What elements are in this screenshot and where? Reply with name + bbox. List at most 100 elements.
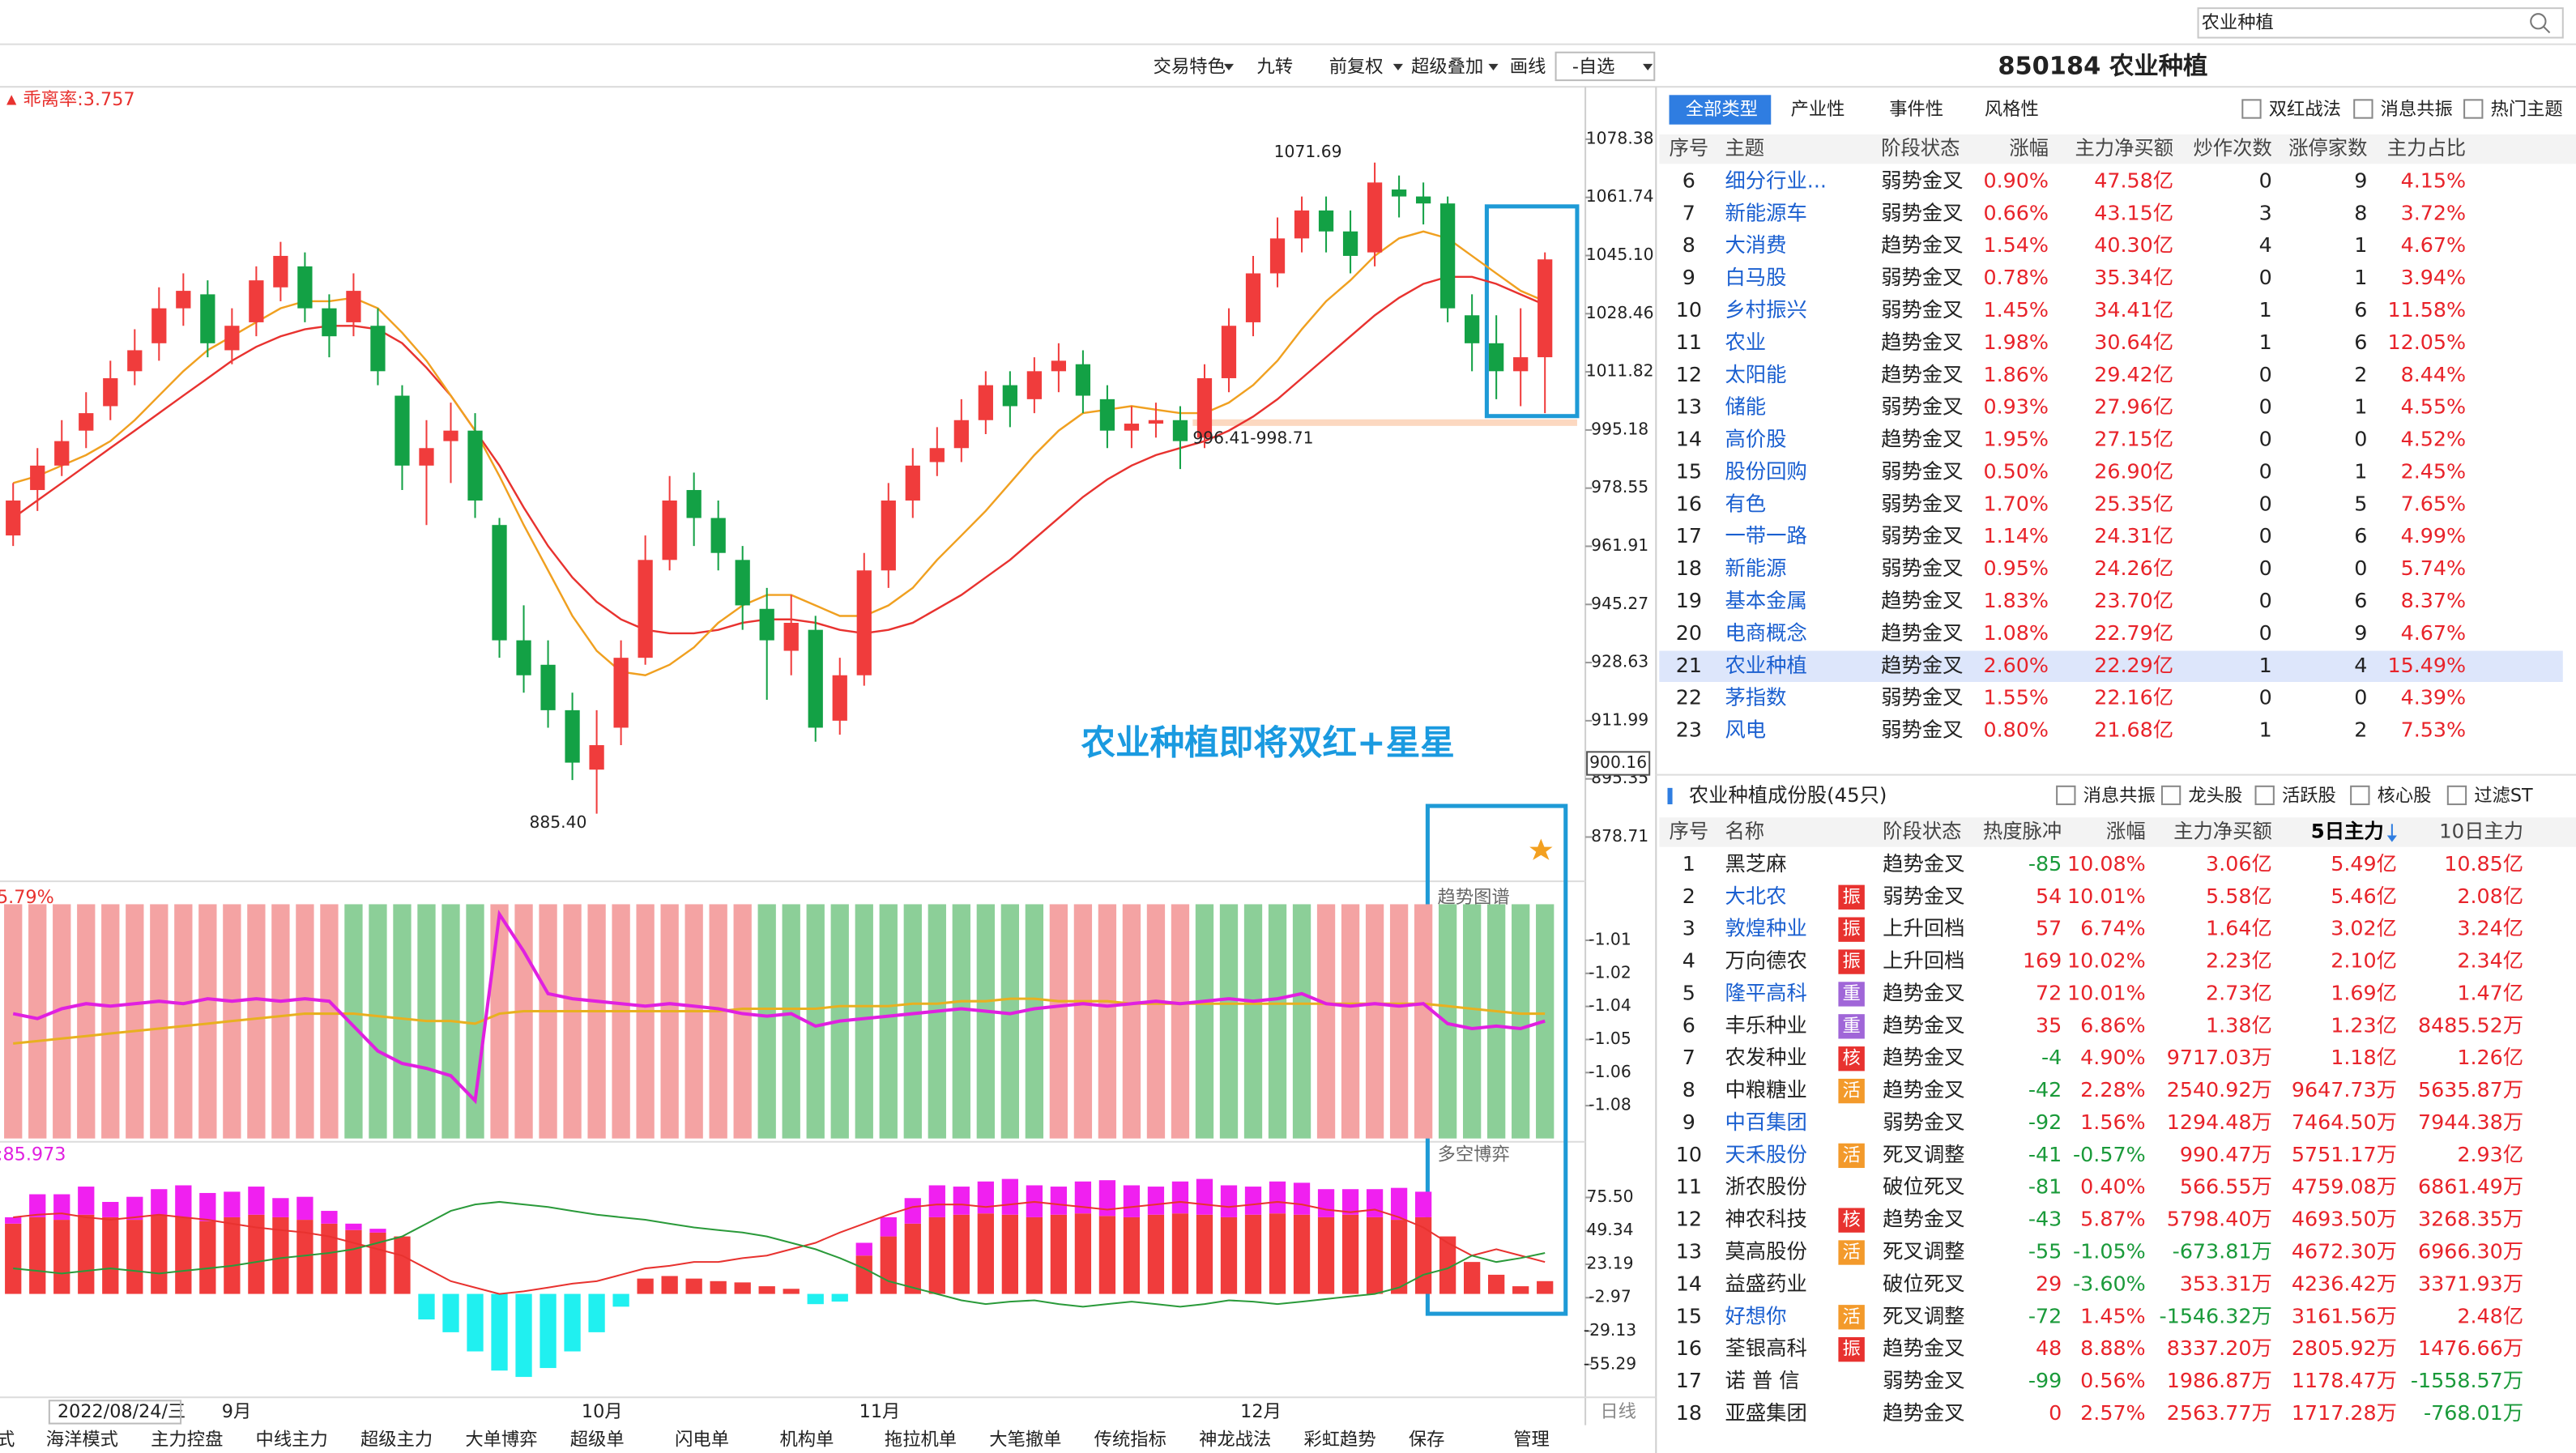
toolbar-item[interactable]: -自选	[1572, 56, 1615, 77]
bs-bar	[977, 1213, 994, 1294]
bottom-tab[interactable]: 中线主力	[256, 1429, 328, 1450]
bottom-tab[interactable]: 大笔撤单	[989, 1429, 1061, 1450]
table-cell[interactable]: 新能源车	[1725, 201, 1806, 224]
column-header[interactable]: 5日主力	[2311, 819, 2384, 842]
bottom-tab[interactable]: 超级主力	[360, 1429, 433, 1450]
table-cell: 5798.40万	[2167, 1208, 2272, 1231]
table-cell[interactable]: 荃银高科	[1725, 1336, 1806, 1360]
table-cell: 23	[1676, 718, 1702, 742]
table-cell[interactable]: 敦煌种业	[1725, 917, 1806, 940]
table-cell: 15	[1676, 459, 1702, 483]
table-cell[interactable]: 亚盛集团	[1725, 1401, 1806, 1425]
bottom-tab[interactable]: 拖拉机单	[885, 1429, 957, 1450]
checkbox[interactable]	[2446, 785, 2467, 806]
table-cell[interactable]: 基本金属	[1725, 589, 1806, 612]
bottom-tab[interactable]: 海洋模式	[46, 1429, 118, 1450]
bottom-tab[interactable]: 超级单	[570, 1429, 625, 1450]
checkbox-label[interactable]: 消息共振	[2381, 99, 2453, 120]
candle-body	[395, 395, 410, 466]
bottom-tab[interactable]: 保存	[1409, 1429, 1445, 1450]
checkbox-label[interactable]: 双红战法	[2269, 99, 2341, 120]
search-icon[interactable]	[2530, 13, 2547, 30]
table-cell[interactable]: 神农科技	[1725, 1208, 1806, 1231]
toolbar-item[interactable]: 前复权	[1329, 56, 1384, 77]
checkbox[interactable]	[2463, 99, 2484, 119]
theme-tab[interactable]: 全部类型	[1686, 99, 1758, 120]
table-cell[interactable]: 丰乐种业	[1725, 1013, 1806, 1037]
bottom-tab[interactable]: 大单博弈	[465, 1429, 537, 1450]
checkbox[interactable]	[2353, 99, 2373, 119]
table-cell[interactable]: 莫高股份	[1725, 1240, 1806, 1263]
selected-row[interactable]	[1659, 650, 2563, 682]
table-cell[interactable]: 黑芝麻	[1725, 852, 1786, 876]
table-cell[interactable]: 浙农股份	[1725, 1175, 1806, 1199]
table-cell[interactable]: 风电	[1725, 718, 1766, 742]
table-cell[interactable]: 太阳能	[1725, 363, 1786, 386]
bottom-tab[interactable]: 管理	[1513, 1429, 1550, 1450]
table-cell: 1.86%	[1984, 363, 2049, 386]
table-cell[interactable]: 诺 普 信	[1725, 1369, 1799, 1392]
y-tick-label: 978.55	[1591, 477, 1648, 496]
table-cell[interactable]: 隆平高科	[1725, 981, 1806, 1004]
table-cell[interactable]: 大北农	[1725, 884, 1786, 908]
table-cell[interactable]: 天禾股份	[1725, 1143, 1806, 1166]
table-cell[interactable]: 股份回购	[1725, 459, 1806, 483]
table-cell[interactable]: 电商概念	[1725, 621, 1806, 645]
toolbar-item[interactable]: 画线	[1510, 56, 1546, 77]
bottom-tab[interactable]: 彩虹趋势	[1303, 1429, 1375, 1450]
table-cell[interactable]: 农业种植	[1725, 654, 1806, 677]
table-cell[interactable]: 中百集团	[1725, 1110, 1806, 1134]
checkbox[interactable]	[2254, 785, 2275, 806]
bottom-tab[interactable]: 神龙战法	[1199, 1429, 1271, 1450]
bottom-tab[interactable]: 式	[0, 1429, 15, 1450]
table-cell[interactable]: 益盛药业	[1725, 1272, 1806, 1295]
candle-body	[1002, 385, 1017, 407]
search-text[interactable]: 农业种植	[2202, 12, 2274, 33]
toolbar-item[interactable]: 超级叠加	[1411, 56, 1483, 77]
bottom-tab[interactable]: 传统指标	[1094, 1429, 1166, 1450]
checkbox-label[interactable]: 核心股	[2378, 785, 2432, 806]
table-cell[interactable]: 万向德农	[1725, 949, 1806, 973]
dropdown[interactable]	[1555, 51, 1656, 82]
theme-tab[interactable]: 产业性	[1791, 99, 1845, 120]
trend-bar	[101, 904, 120, 1139]
column-header: 主力净买额	[2075, 136, 2173, 160]
bs-bar	[1537, 1280, 1554, 1294]
table-cell[interactable]: 有色	[1725, 492, 1766, 515]
search-box[interactable]	[2197, 7, 2564, 39]
table-cell[interactable]: 大消费	[1725, 233, 1786, 257]
table-cell[interactable]: 储能	[1725, 395, 1766, 419]
table-cell: 8.37%	[2401, 589, 2466, 612]
theme-tab[interactable]: 风格性	[1985, 99, 2039, 120]
table-cell: -4	[2041, 1046, 2062, 1069]
checkbox[interactable]	[2241, 99, 2262, 119]
checkbox-label[interactable]: 龙头股	[2188, 785, 2242, 806]
bottom-tab[interactable]: 机构单	[780, 1429, 834, 1450]
checkbox[interactable]	[2160, 785, 2181, 806]
active-tab-bg[interactable]	[1669, 95, 1772, 125]
checkbox-label[interactable]: 过滤ST	[2474, 785, 2533, 806]
table-cell[interactable]: 好想你	[1725, 1304, 1786, 1327]
toolbar-item[interactable]: 九转	[1256, 56, 1293, 77]
checkbox-label[interactable]: 消息共振	[2083, 785, 2156, 806]
checkbox-label[interactable]: 热门主题	[2491, 99, 2563, 120]
table-cell[interactable]: 细分行业...	[1725, 169, 1826, 193]
table-cell[interactable]: 茅指数	[1725, 686, 1786, 709]
table-cell[interactable]: 中粮糖业	[1725, 1078, 1806, 1101]
table-cell[interactable]: 农业	[1725, 330, 1766, 354]
table-cell[interactable]: 一带一路	[1725, 524, 1806, 548]
table-cell[interactable]: 高价股	[1725, 428, 1786, 451]
bottom-tab[interactable]: 闪电单	[675, 1429, 729, 1450]
toolbar-item[interactable]: 交易特色	[1154, 56, 1226, 77]
checkbox[interactable]	[2056, 785, 2076, 806]
checkbox[interactable]	[2350, 785, 2370, 806]
theme-tab[interactable]: 事件性	[1889, 99, 1943, 120]
bottom-tab[interactable]: 主力控盘	[151, 1429, 223, 1450]
checkbox-label[interactable]: 活跃股	[2282, 785, 2336, 806]
table-cell[interactable]: 乡村振兴	[1725, 298, 1806, 322]
candle-body	[1342, 231, 1358, 256]
table-cell[interactable]: 农发种业	[1725, 1046, 1806, 1069]
table-cell[interactable]: 白马股	[1725, 266, 1786, 289]
table-cell[interactable]: 新能源	[1725, 556, 1786, 580]
